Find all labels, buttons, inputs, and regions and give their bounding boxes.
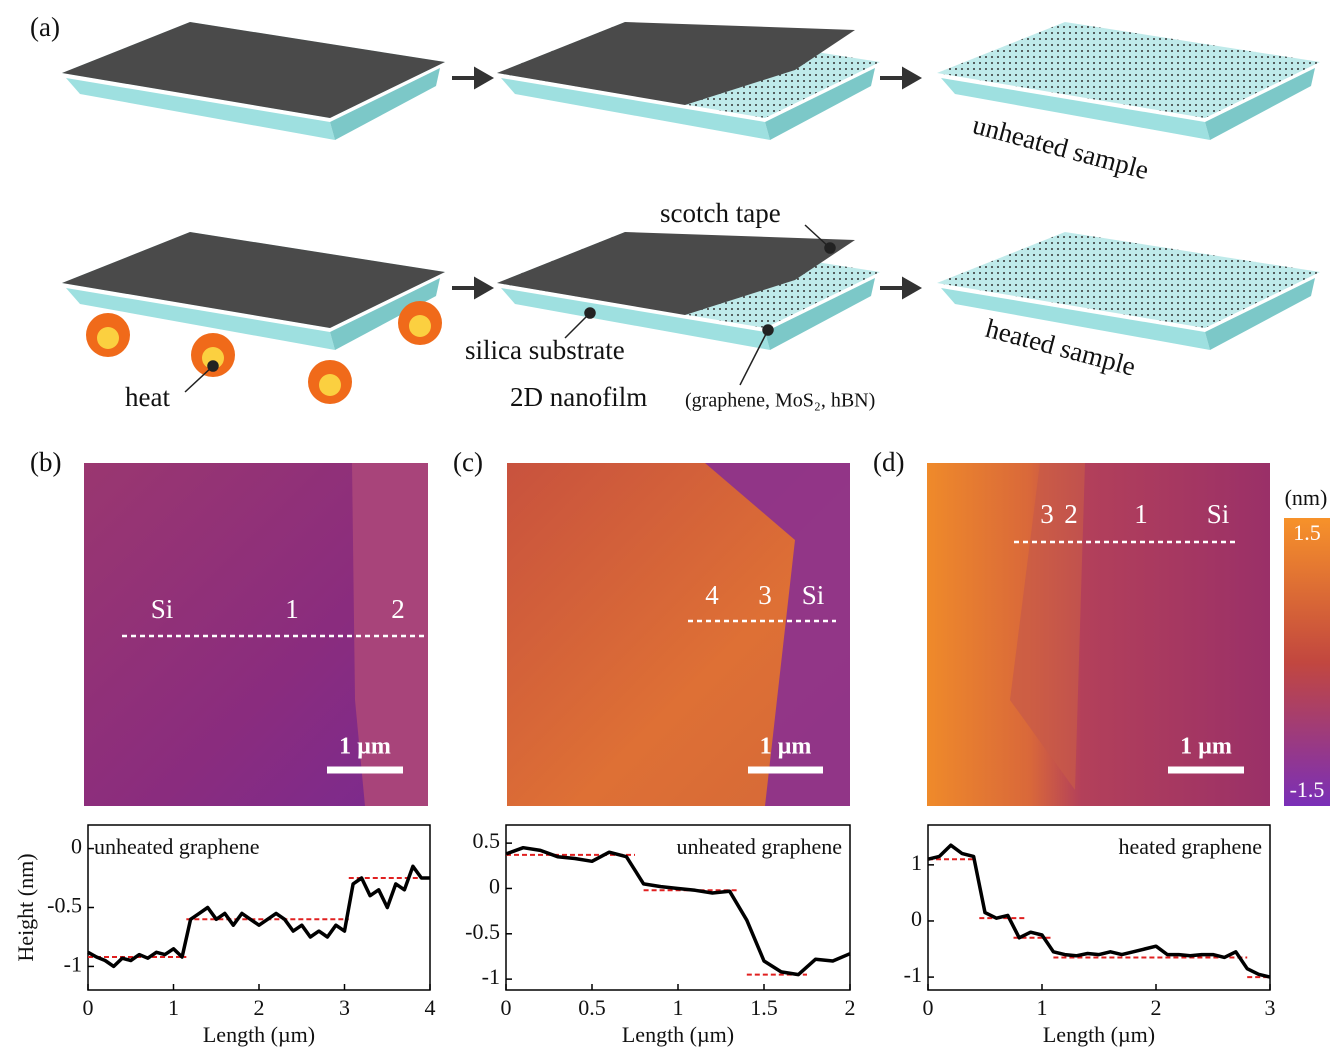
y-tick-label: 0.5 [473, 828, 501, 853]
x-tick-label: 4 [425, 995, 436, 1020]
scale-bar-label: 1 µm [339, 734, 391, 760]
afm-label: 3 [1040, 499, 1054, 529]
y-tick-label: -1 [904, 962, 922, 987]
x-tick-label: 2 [845, 995, 856, 1020]
profile [88, 866, 430, 966]
profile [928, 845, 1270, 977]
panel-label: (d) [873, 447, 904, 477]
y-tick-label: 0 [489, 874, 500, 899]
y-tick-label: 1 [911, 850, 922, 875]
x-tick-label: 0 [83, 995, 94, 1020]
x-axis-label: Length (µm) [203, 1022, 315, 1047]
annotation: scotch tape [660, 198, 781, 228]
y-tick-label: -1 [64, 951, 82, 976]
afm-label: 1 [1134, 499, 1148, 529]
x-axis-label: Length (µm) [1043, 1022, 1155, 1047]
annotation: (graphene, MoS₂, hBN) [685, 390, 875, 412]
slab-group [497, 22, 880, 140]
x-tick-label: 2 [254, 995, 265, 1020]
afm-label: 2 [1064, 499, 1078, 529]
scale-bar-label: 1 µm [1180, 734, 1232, 760]
x-tick-label: 1 [673, 995, 684, 1020]
afm-label: Si [1207, 499, 1230, 529]
colorbar-tick: 1.5 [1293, 520, 1321, 545]
y-tick-label: -1 [482, 964, 500, 989]
panel-label: (b) [30, 447, 61, 477]
afm-label: 3 [758, 580, 772, 610]
arrow [452, 70, 490, 86]
y-tick-label: -0.5 [465, 919, 500, 944]
y-tick-label: -0.5 [47, 893, 82, 918]
x-tick-label: 2 [1151, 995, 1162, 1020]
y-axis-label: Height (nm) [13, 853, 38, 961]
afm-label: 2 [391, 594, 405, 624]
x-tick-label: 3 [1265, 995, 1276, 1020]
colorbar-tick: -1.5 [1290, 777, 1325, 802]
annotation: 2D nanofilm [510, 382, 647, 412]
profile [506, 848, 850, 975]
annotation: unheated graphene [676, 834, 842, 859]
x-tick-label: 0 [923, 995, 934, 1020]
x-tick-label: 1.5 [750, 995, 778, 1020]
figure: (a) unheated sample scotch t [0, 0, 1334, 1051]
x-tick-label: 3 [339, 995, 350, 1020]
afm-label: 1 [285, 594, 299, 624]
y-tick-label: 0 [71, 834, 82, 859]
annotation: heated graphene [1118, 834, 1262, 859]
afm-label: 4 [705, 580, 719, 610]
x-axis-label: Length (µm) [622, 1022, 734, 1047]
arrow [880, 280, 918, 296]
colorbar [1284, 518, 1330, 806]
x-tick-label: 0 [501, 995, 512, 1020]
arrow [880, 70, 918, 86]
x-tick-label: 1 [168, 995, 179, 1020]
y-tick-label: 0 [911, 906, 922, 931]
x-tick-label: 0.5 [578, 995, 606, 1020]
annotation: heat [125, 382, 170, 412]
slab-group [497, 232, 880, 350]
afm-label: Si [151, 594, 174, 624]
x-tick-label: 1 [1037, 995, 1048, 1020]
arrow [452, 280, 490, 296]
panel-label: (a) [30, 12, 60, 42]
colorbar-unit: (nm) [1285, 485, 1328, 510]
afm-label: Si [802, 580, 825, 610]
scale-bar-label: 1 µm [760, 734, 812, 760]
annotation: silica substrate [465, 335, 625, 365]
panel-label: (c) [453, 447, 483, 477]
annotation: unheated graphene [94, 834, 260, 859]
